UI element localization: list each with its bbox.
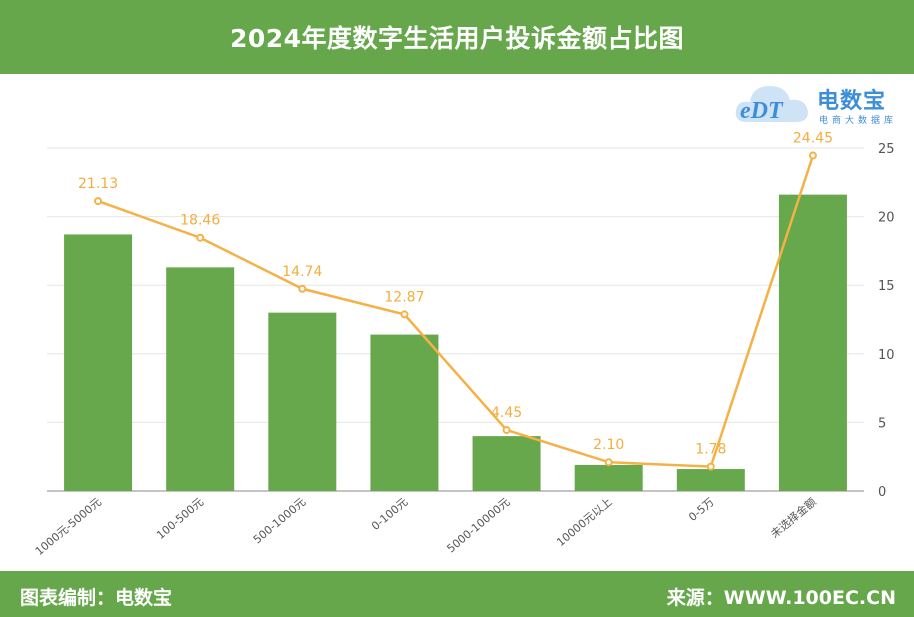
x-tick-label: 0-100元 <box>369 495 410 533</box>
x-axis-ticks: 1000元-5000元 100-500元 500-1000元 0-100元 5000-1… <box>33 495 819 558</box>
footer-banner: 图表编制：电数宝 来源：WWW.100EC.CN <box>0 571 914 617</box>
bar <box>472 436 541 491</box>
chart-title: 2024年度数字生活用户投诉金额占比图 <box>229 24 685 53</box>
line-point <box>604 458 613 467</box>
bar <box>370 334 439 491</box>
logo-tagline: 电商大数据库 <box>819 116 898 126</box>
bar <box>778 194 847 491</box>
line-point <box>196 233 205 242</box>
data-label: 1.78 <box>695 442 726 458</box>
data-label: 18.46 <box>180 213 220 229</box>
line-path <box>97 155 815 468</box>
logo-brand-text: 电数宝 <box>817 89 887 114</box>
y-tick-label: 5 <box>878 416 886 431</box>
x-tick-label: 5000-10000元 <box>444 495 512 555</box>
y-tick-label: 20 <box>878 211 895 226</box>
y-tick-label: 25 <box>878 142 895 157</box>
x-tick-label: 1000元-5000元 <box>33 495 104 558</box>
line-point <box>808 151 817 160</box>
line-point <box>502 425 511 434</box>
chart-title-banner: 2024年度数字生活用户投诉金额占比图 <box>0 0 914 74</box>
x-tick-label: 未选择金额 <box>768 495 819 541</box>
x-tick-label: 100-500元 <box>154 495 206 542</box>
y-axis-ticks: 0 5 10 15 20 25 <box>878 142 895 500</box>
cloud-edt-logo-icon: eDT <box>735 86 808 124</box>
data-label: 12.87 <box>384 289 424 305</box>
footer-compiler: 图表编制：电数宝 <box>20 587 173 609</box>
bars <box>64 194 847 491</box>
data-label: 24.45 <box>793 131 833 147</box>
line-point <box>706 462 715 471</box>
bar <box>166 267 235 491</box>
footer-source: 来源：WWW.100EC.CN <box>666 587 896 609</box>
line-point <box>94 197 103 206</box>
chart-area: 21.13 18.46 14.74 12.87 4.45 2.10 1.78 24.45 0 5… <box>33 131 895 558</box>
bar <box>64 234 133 491</box>
x-tick-label: 10000元以上 <box>554 495 614 549</box>
brand-logo: eDT 电数宝 电商大数据库 <box>732 78 910 130</box>
y-tick-label: 10 <box>878 348 895 363</box>
x-tick-label: 500-1000元 <box>251 495 308 546</box>
line-series: 21.13 18.46 14.74 12.87 4.45 2.10 1.78 24.45 <box>78 131 833 471</box>
y-tick-label: 0 <box>878 485 886 500</box>
line-point <box>400 310 409 319</box>
data-label: 4.45 <box>491 405 522 421</box>
svg-text:eDT: eDT <box>740 98 784 124</box>
bar <box>676 469 745 491</box>
y-tick-label: 15 <box>878 279 895 294</box>
line-point <box>298 284 307 293</box>
x-tick-label: 0-5万 <box>686 495 717 524</box>
data-label: 21.13 <box>78 176 118 192</box>
bar <box>268 312 337 491</box>
data-label: 2.10 <box>593 437 624 453</box>
bar <box>574 464 643 491</box>
data-label: 14.74 <box>282 264 322 280</box>
